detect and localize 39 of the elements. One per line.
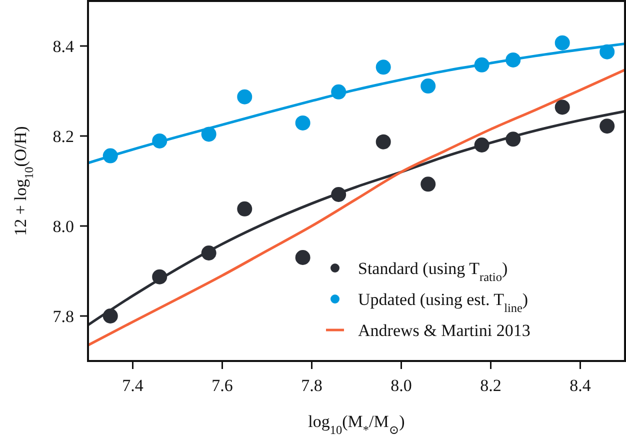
y-tick-label: 8.2 (52, 127, 74, 146)
x-tick-label: 7.8 (301, 376, 322, 395)
point (420, 176, 436, 192)
point (152, 133, 168, 148)
point (600, 118, 615, 134)
point (295, 115, 310, 130)
line-series (88, 68, 625, 347)
x-tick-label: 7.6 (212, 376, 233, 395)
x-axis-title: log$_{10}$(M$_{*}$/M$_{⊙}$) (308, 412, 405, 437)
point (474, 138, 490, 152)
point (554, 100, 570, 115)
point (554, 35, 570, 50)
point (474, 57, 490, 72)
point (237, 201, 252, 216)
point (237, 89, 252, 104)
point (201, 246, 216, 260)
point (506, 52, 521, 68)
x-tick-label: 8.4 (570, 376, 592, 395)
x-tick-label: 7.4 (122, 376, 144, 395)
point (295, 250, 310, 265)
legend-label: Andrews & Martini 2013 (358, 321, 530, 340)
point (102, 308, 118, 324)
point (600, 44, 615, 60)
point (506, 132, 521, 147)
y-tick-label: 8.4 (52, 37, 74, 56)
y-tick-label: 8.0 (52, 217, 74, 236)
point (152, 269, 168, 284)
legend-label: Updated (using est. T$_{line}$) (358, 290, 528, 315)
x-tick-label: 8.0 (390, 376, 412, 395)
point (376, 60, 391, 75)
point (331, 187, 346, 202)
point (376, 134, 391, 150)
point (102, 148, 118, 164)
point (201, 126, 216, 142)
x-tick-label: 8.2 (480, 376, 502, 395)
legend-label: Standard (using T$_{ratio}$) (358, 259, 508, 284)
point (420, 78, 436, 94)
point (331, 84, 346, 100)
y-tick-label: 7.8 (52, 307, 74, 326)
